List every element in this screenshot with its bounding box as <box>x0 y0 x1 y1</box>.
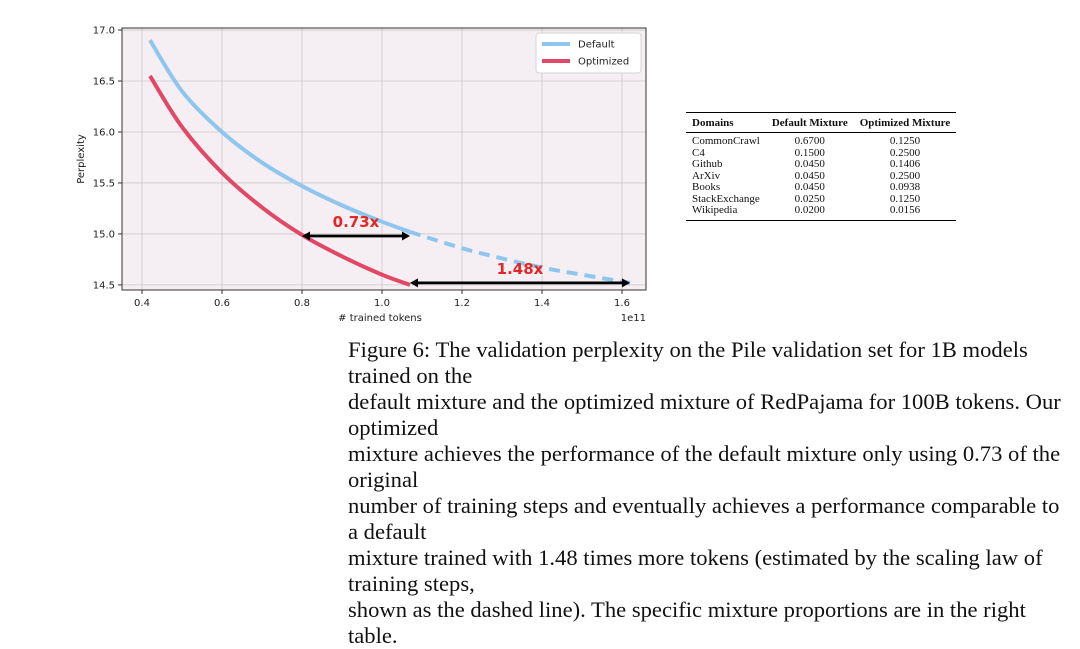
x-tick-label: 1.6 <box>614 298 630 309</box>
x-tick-label: 1.4 <box>534 298 550 309</box>
table-row: ArXiv 0.0450 0.2500 <box>686 169 956 183</box>
table-cell: 0.0450 <box>794 181 825 193</box>
x-axis-label: # trained tokens <box>338 313 422 324</box>
table-cell: 0.0938 <box>889 181 921 193</box>
table-row: StackExchange 0.0250 0.1250 <box>686 192 956 206</box>
series-line-default <box>148 39 411 234</box>
figure-caption: Figure 6: The validation perplexity on t… <box>348 337 1064 649</box>
table-cell: 0.0250 <box>794 192 825 205</box>
table-cell: 0.0156 <box>853 204 957 221</box>
table-row: CommonCrawl 0.6700 0.1250 <box>686 133 956 148</box>
table-cell: 0.2500 <box>889 146 921 159</box>
x-axis-multiplier-label: 1e11 <box>621 313 646 324</box>
table-cell: StackExchange <box>692 192 760 205</box>
annotation-arrowhead-left <box>410 278 418 288</box>
annotation-arrowhead-left <box>302 231 310 241</box>
table-cell: ArXiv <box>692 169 721 182</box>
perplexity-chart: 0.4 0.6 0.8 1.0 1.2 1.4 1.6 14.5 15.0 15.5 16.0 16.… <box>60 16 660 336</box>
table-header-row: Domains Default Mixture Optimized Mixtur… <box>686 112 957 133</box>
table-header-optimized: Optimized Mixture <box>853 112 957 133</box>
table-cell: Books <box>692 181 721 193</box>
legend-label-default: Default <box>578 40 615 51</box>
table-cell: Github <box>692 158 723 170</box>
table-row: Books 0.0450 0.0938 <box>686 181 956 194</box>
x-tick-label: 1.0 <box>374 298 390 309</box>
y-tick-label: 16.0 <box>93 127 115 138</box>
plot-frame <box>121 27 647 291</box>
table-cell: Wikipedia <box>686 204 766 221</box>
legend-label-optimized: Optimized <box>578 57 629 68</box>
mixture-table: Domains Default Mixture Optimized Mixtur… <box>686 112 957 221</box>
table-cell: 0.6700 <box>794 135 825 147</box>
y-tick-label: 14.5 <box>93 280 115 291</box>
y-tick-label: 15.0 <box>93 229 115 240</box>
table-cell: 0.0200 <box>765 204 854 221</box>
table-cell: 0.1500 <box>794 146 825 159</box>
table-row: Github 0.0450 0.1406 <box>686 158 956 171</box>
figure-caption-text: Figure 6: The validation perplexity on t… <box>348 337 1061 648</box>
table-cell: 0.1406 <box>889 158 921 170</box>
table-cell: 0.0450 <box>794 169 825 182</box>
perplexity-chart-svg: 0.4 0.6 0.8 1.0 1.2 1.4 1.6 14.5 15.0 15.5 16.0 16.… <box>76 26 647 324</box>
table-cell: 0.0450 <box>794 158 825 170</box>
table-cell: CommonCrawl <box>692 135 760 147</box>
series-line-optimized <box>148 74 411 287</box>
table-cell: 0.2500 <box>889 169 921 182</box>
y-axis-label: Perplexity <box>76 134 87 184</box>
table-header-default: Default Mixture <box>765 112 854 133</box>
annotation-label: 0.73x <box>333 213 380 231</box>
series-line-default-dashed <box>409 229 631 285</box>
table-row: C4 0.1500 0.2500 <box>686 146 956 160</box>
y-tick-label: 17.0 <box>93 26 115 37</box>
y-tick-label: 15.5 <box>93 178 115 189</box>
x-tick-label: 1.2 <box>454 298 470 309</box>
table-cell: 0.1250 <box>889 135 921 147</box>
table-header-domains: Domains <box>686 112 766 133</box>
table-row: Wikipedia 0.0200 0.0156 <box>686 204 957 221</box>
annotation-arrowhead-right <box>622 278 630 288</box>
table-cell: C4 <box>692 146 705 159</box>
annotation-arrowhead-right <box>402 231 410 241</box>
y-tick-label: 16.5 <box>93 77 115 88</box>
annotation-label: 1.48x <box>497 260 544 278</box>
x-tick-label: 0.6 <box>214 298 230 309</box>
x-tick-label: 0.4 <box>134 298 150 309</box>
table-cell: 0.1250 <box>889 192 921 205</box>
x-tick-label: 0.8 <box>294 298 310 309</box>
